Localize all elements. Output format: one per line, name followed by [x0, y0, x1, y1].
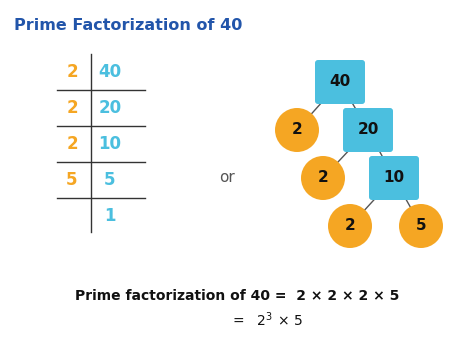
- FancyBboxPatch shape: [343, 108, 393, 152]
- Ellipse shape: [328, 204, 372, 248]
- Text: 2: 2: [66, 63, 78, 81]
- Text: 10: 10: [99, 135, 121, 153]
- Text: 5: 5: [66, 171, 78, 189]
- Text: 20: 20: [99, 99, 121, 117]
- Text: or: or: [219, 171, 235, 185]
- Ellipse shape: [275, 108, 319, 152]
- FancyBboxPatch shape: [369, 156, 419, 200]
- Ellipse shape: [399, 204, 443, 248]
- Text: 1: 1: [104, 207, 116, 225]
- FancyBboxPatch shape: [315, 60, 365, 104]
- Text: 2: 2: [345, 219, 356, 234]
- Text: 5: 5: [416, 219, 426, 234]
- Text: 2: 2: [318, 171, 328, 185]
- Ellipse shape: [301, 156, 345, 200]
- Text: 2: 2: [66, 99, 78, 117]
- Text: $=$  $2^3$ $\times$ $5$: $=$ $2^3$ $\times$ $5$: [230, 311, 303, 329]
- Text: 2: 2: [292, 122, 302, 138]
- Text: Prime factorization of 40 =  2 × 2 × 2 × 5: Prime factorization of 40 = 2 × 2 × 2 × …: [75, 289, 399, 303]
- Text: 40: 40: [329, 75, 351, 89]
- Text: 20: 20: [357, 122, 379, 138]
- Text: Prime Factorization of 40: Prime Factorization of 40: [14, 18, 242, 33]
- Text: 2: 2: [66, 135, 78, 153]
- Text: 5: 5: [104, 171, 116, 189]
- Text: 10: 10: [383, 171, 405, 185]
- Text: 40: 40: [99, 63, 121, 81]
